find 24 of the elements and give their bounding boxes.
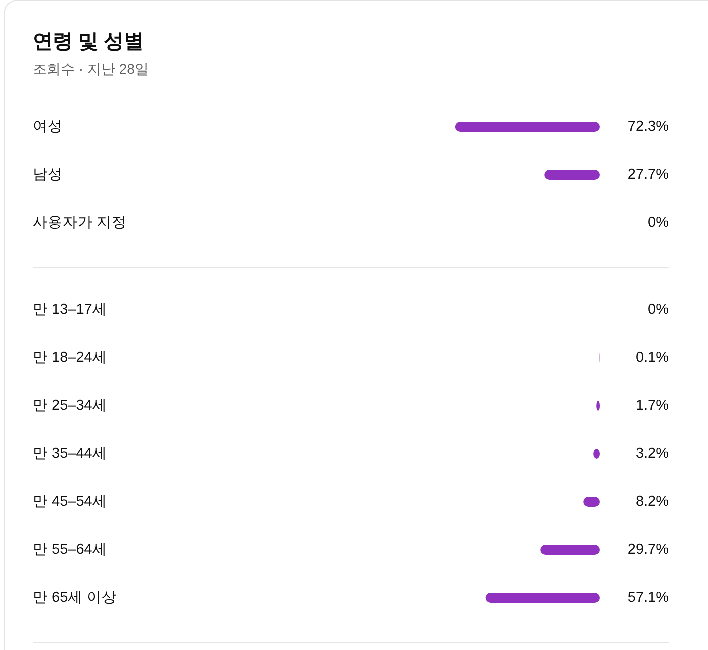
data-label: 1.7% bbox=[636, 398, 670, 414]
data-label: 0% bbox=[648, 215, 670, 231]
data-label: 3.2% bbox=[636, 446, 670, 462]
data-label: 8.2% bbox=[636, 494, 670, 510]
y-tick-label: 만 35–44세 bbox=[33, 446, 108, 462]
y-tick-label: 남성 bbox=[33, 167, 63, 183]
data-label: 72.3% bbox=[628, 119, 670, 135]
y-tick-label: 만 18–24세 bbox=[33, 350, 108, 366]
y-tick-label: 사용자가 지정 bbox=[33, 215, 128, 231]
data-label: 0.1% bbox=[636, 350, 670, 366]
y-tick-label: 만 25–34세 bbox=[33, 398, 108, 414]
bar bbox=[540, 545, 600, 555]
y-tick-label: 만 13–17세 bbox=[33, 302, 108, 318]
y-tick-label: 여성 bbox=[33, 119, 63, 135]
y-tick-label: 만 45–54세 bbox=[33, 494, 108, 510]
y-tick-label: 만 55–64세 bbox=[33, 542, 108, 558]
data-label: 27.7% bbox=[628, 167, 670, 183]
data-label: 29.7% bbox=[628, 542, 670, 558]
data-label: 57.1% bbox=[628, 590, 670, 606]
y-tick-label: 만 65세 이상 bbox=[33, 590, 118, 606]
text: 연령 및 성별 bbox=[33, 31, 144, 53]
data-label: 0% bbox=[648, 302, 670, 318]
text: 조회수 · 지난 28일 bbox=[33, 61, 149, 77]
bar bbox=[486, 593, 600, 603]
